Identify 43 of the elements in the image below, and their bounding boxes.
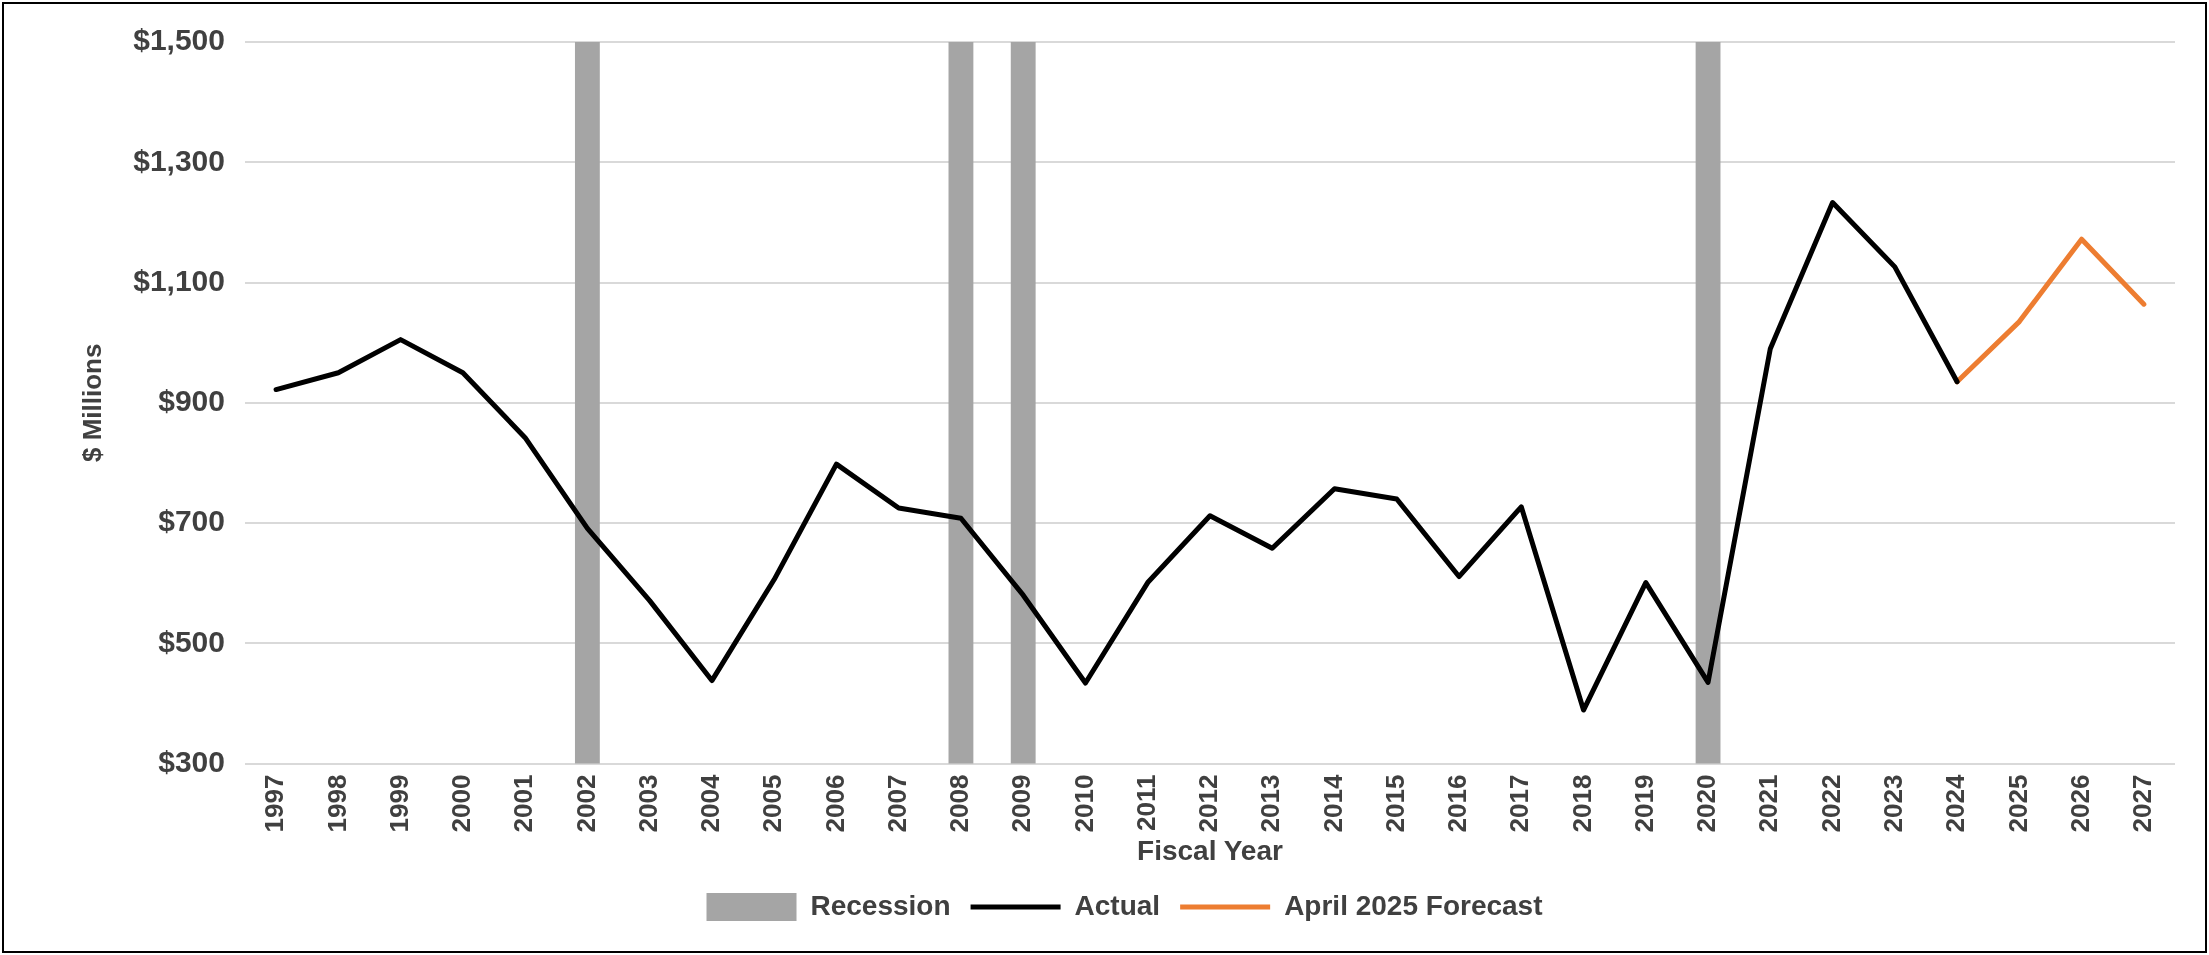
x-tick-label: 2022 [1815,774,1846,833]
x-tick-label: 2024 [1940,774,1971,833]
x-tick-label: 2020 [1691,774,1722,833]
y-tick-label: $1,300 [133,143,225,177]
x-tick-label: 2018 [1566,774,1597,833]
x-tick-label: 2013 [1255,774,1286,833]
x-tick-label: 2000 [446,774,477,833]
x-tick-label: 2009 [1006,774,1037,833]
x-tick-label: 2015 [1379,774,1410,833]
x-tick-label: 2025 [2002,774,2033,833]
x-tick-label: 2012 [1193,774,1224,833]
x-tick-label: 2026 [2064,774,2095,833]
legend-label: Recession [810,889,951,921]
x-tick-label: 2004 [695,774,726,833]
x-tick-label: 2001 [508,774,539,833]
x-tick-label: 2019 [1628,774,1659,833]
x-tick-label: 1999 [383,774,414,833]
x-tick-label: 2016 [1442,774,1473,833]
x-tick-label: 1997 [259,774,290,833]
x-tick-label: 2021 [1753,774,1784,833]
x-tick-label: 2002 [570,774,601,833]
x-tick-label: 1998 [321,774,352,833]
y-axis-title: $ Millions [76,343,107,463]
y-tick-label: $1,500 [133,23,225,57]
y-tick-label: $1,100 [133,263,225,297]
x-tick-label: 2014 [1317,774,1348,833]
x-tick-label: 2027 [2127,774,2158,833]
legend-label: Actual [1074,889,1161,921]
x-tick-label: 2007 [881,774,912,833]
x-tick-label: 2017 [1504,774,1535,833]
y-tick-label: $500 [158,624,225,658]
legend-label: April 2025 Forecast [1284,889,1543,921]
y-tick-label: $900 [158,384,225,418]
x-axis-title: Fiscal Year [1137,834,1283,866]
x-tick-label: 2005 [757,774,788,833]
y-tick-label: $700 [158,504,225,538]
y-tick-label: $300 [158,744,225,778]
x-tick-label: 2006 [819,774,850,833]
x-tick-label: 2011 [1130,774,1161,831]
x-tick-label: 2003 [632,774,663,833]
x-tick-label: 2023 [1878,774,1908,833]
x-tick-label: 2008 [944,774,975,833]
x-tick-label: 2010 [1068,774,1099,833]
